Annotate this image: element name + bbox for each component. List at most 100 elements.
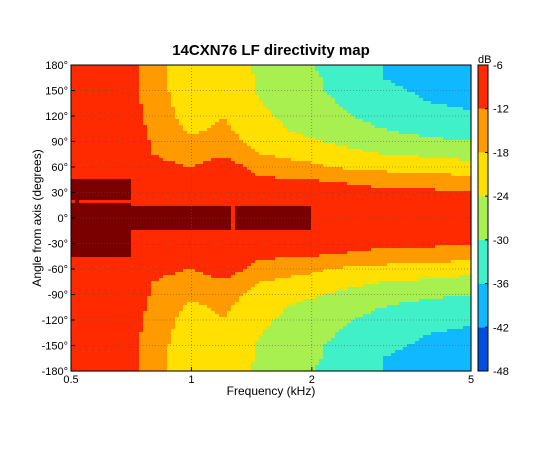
heatmap-cell xyxy=(103,173,108,177)
heatmap-cell xyxy=(111,122,116,126)
heatmap-cell xyxy=(367,134,372,138)
heatmap-cell xyxy=(431,155,436,159)
heatmap-cell xyxy=(111,161,116,165)
heatmap-cell xyxy=(307,137,312,141)
heatmap-cell xyxy=(95,185,100,189)
heatmap-cell xyxy=(111,68,116,72)
heatmap-cell xyxy=(407,95,412,99)
heatmap-cell xyxy=(455,71,460,75)
heatmap-cell xyxy=(211,167,216,171)
heatmap-cell xyxy=(395,86,400,90)
heatmap-cell xyxy=(375,101,380,105)
heatmap-cell xyxy=(415,98,420,102)
heatmap-cell xyxy=(123,104,128,108)
heatmap-cell xyxy=(383,80,388,84)
heatmap-cell xyxy=(435,95,440,99)
heatmap-cell xyxy=(171,74,176,78)
heatmap-cell xyxy=(335,149,340,153)
heatmap-cell xyxy=(187,191,192,195)
heatmap-cell xyxy=(239,152,244,156)
heatmap-cell xyxy=(411,152,416,156)
heatmap-cell xyxy=(227,176,232,180)
heatmap-cell xyxy=(263,179,268,183)
heatmap-cell xyxy=(455,134,460,138)
heatmap-cell xyxy=(447,167,452,171)
heatmap-cell xyxy=(211,146,216,150)
heatmap-cell xyxy=(95,191,100,195)
heatmap-cell xyxy=(363,65,368,69)
heatmap-cell xyxy=(419,92,424,96)
heatmap-cell xyxy=(327,146,332,150)
heatmap-cell xyxy=(287,134,292,138)
heatmap-cell xyxy=(403,143,408,147)
heatmap-cell xyxy=(399,92,404,96)
heatmap-cell xyxy=(147,125,152,129)
heatmap-cell xyxy=(455,122,460,126)
heatmap-cell xyxy=(231,68,236,72)
heatmap-cell xyxy=(83,143,88,147)
heatmap-cell xyxy=(307,185,312,189)
heatmap-cell xyxy=(275,65,280,69)
heatmap-cell xyxy=(127,167,132,171)
heatmap-cell xyxy=(459,68,464,72)
heatmap-cell xyxy=(303,188,308,192)
heatmap-cell xyxy=(155,131,160,135)
heatmap-cell xyxy=(423,86,428,90)
heatmap-cell xyxy=(219,158,224,162)
heatmap-cell xyxy=(103,137,108,141)
heatmap-cell xyxy=(403,161,408,165)
heatmap-cell xyxy=(155,170,160,174)
heatmap-cell xyxy=(95,155,100,159)
heatmap-cell xyxy=(403,89,408,93)
heatmap-cell xyxy=(203,83,208,87)
heatmap-cell xyxy=(135,119,140,123)
heatmap-cell xyxy=(71,176,76,180)
heatmap-cell xyxy=(379,185,384,189)
heatmap-cell xyxy=(315,104,320,108)
heatmap-cell xyxy=(227,65,232,69)
heatmap-cell xyxy=(287,68,292,72)
heatmap-cell xyxy=(327,128,332,132)
heatmap-cell xyxy=(455,167,460,171)
heatmap-cell xyxy=(311,89,316,93)
heatmap-cell xyxy=(119,185,124,189)
heatmap-cell xyxy=(223,182,228,186)
heatmap-cell xyxy=(131,74,136,78)
heatmap-cell xyxy=(423,104,428,108)
heatmap-cell xyxy=(347,176,352,180)
heatmap-cell xyxy=(291,113,296,117)
heatmap-cell xyxy=(391,77,396,81)
heatmap-cell xyxy=(271,185,276,189)
heatmap-cell xyxy=(251,155,256,159)
heatmap-cell xyxy=(199,176,204,180)
heatmap-cell xyxy=(111,77,116,81)
heatmap-cell xyxy=(259,134,264,138)
heatmap-cell xyxy=(299,68,304,72)
heatmap-cell xyxy=(243,179,248,183)
heatmap-cell xyxy=(459,158,464,162)
heatmap-cell xyxy=(267,173,272,177)
heatmap-cell xyxy=(251,110,256,114)
heatmap-cell xyxy=(403,176,408,180)
heatmap-cell xyxy=(375,170,380,174)
heatmap-cell xyxy=(435,155,440,159)
heatmap-cell xyxy=(271,131,276,135)
heatmap-cell xyxy=(435,158,440,162)
heatmap-cell xyxy=(91,143,96,147)
heatmap-cell xyxy=(287,140,292,144)
heatmap-cell xyxy=(367,176,372,180)
heatmap-cell xyxy=(463,140,468,144)
heatmap-cell xyxy=(379,182,384,186)
heatmap-cell xyxy=(411,83,416,87)
heatmap-cell xyxy=(355,149,360,153)
heatmap-cell xyxy=(251,161,256,165)
heatmap-cell xyxy=(287,89,292,93)
heatmap-cell xyxy=(279,182,284,186)
heatmap-cell xyxy=(331,143,336,147)
heatmap-cell xyxy=(455,149,460,153)
heatmap-cell xyxy=(371,89,376,93)
heatmap-cell xyxy=(207,68,212,72)
heatmap-cell xyxy=(79,122,84,126)
heatmap-cell xyxy=(307,158,312,162)
heatmap-cell xyxy=(423,113,428,117)
